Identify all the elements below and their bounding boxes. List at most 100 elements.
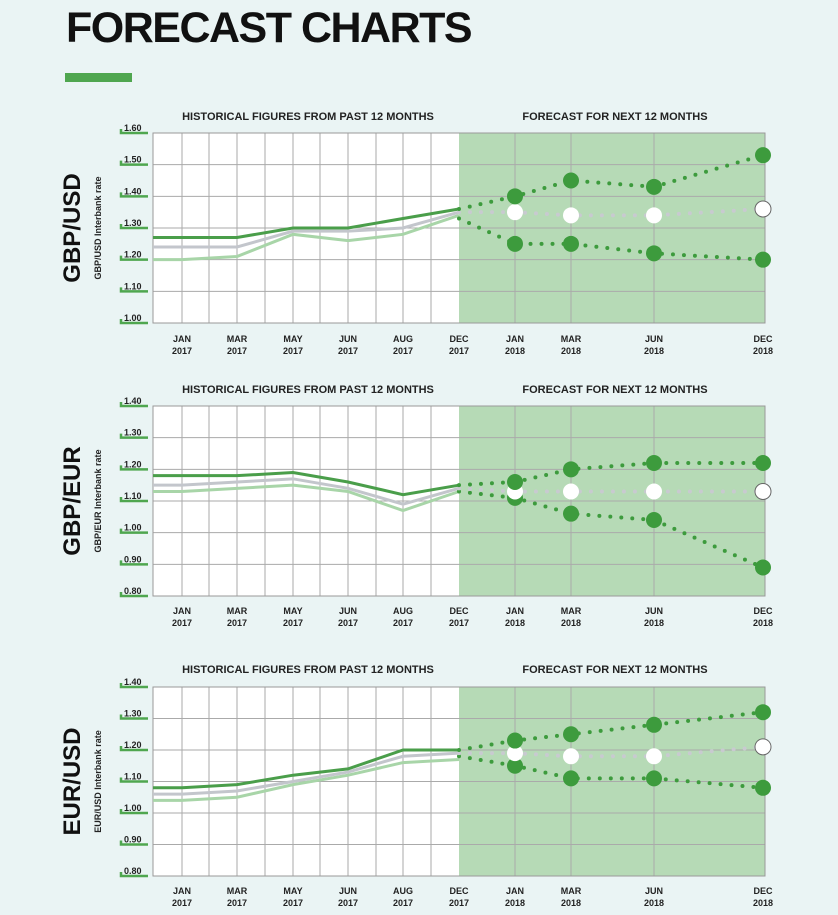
y-tick-mark <box>119 465 148 471</box>
x-tick-year: 2017 <box>338 618 358 628</box>
y-tick-label: 1.50 <box>124 155 142 165</box>
y-tick-mark <box>119 809 148 815</box>
x-tick-month: DEC <box>753 606 773 616</box>
y-tick-label: 0.80 <box>124 866 142 876</box>
forecast-point-mid <box>646 748 662 765</box>
x-tick-year: 2018 <box>505 618 525 628</box>
x-tick-month: JAN <box>173 606 191 616</box>
y-tick-mark <box>119 319 148 325</box>
x-tick-month: DEC <box>449 606 469 616</box>
pair-title: EUR/USD <box>59 727 86 835</box>
forecast-point-mid <box>507 745 523 762</box>
y-tick-label: 1.10 <box>124 772 142 782</box>
y-tick-label: 0.80 <box>124 586 142 596</box>
forecast-point-high <box>646 716 662 733</box>
forecast-point-high <box>507 188 523 205</box>
x-tick-year: 2018 <box>644 898 664 908</box>
pair-title: GBP/USD <box>59 173 86 282</box>
y-tick-mark <box>119 192 148 198</box>
forecast-dotted-line-mid <box>457 207 765 218</box>
x-tick-month: MAY <box>283 334 302 344</box>
y-tick-label: 0.90 <box>124 835 142 845</box>
forecast-point-low <box>563 235 579 252</box>
y-tick-mark <box>119 497 148 503</box>
chart-gbp-eur: 0.80 0.90 1.00 1.10 1.20 1.30 1.40 GBP/EUR GBP/E… <box>59 384 773 628</box>
historical-line-mid <box>153 751 460 796</box>
historical-line-low <box>153 213 460 262</box>
historical-header: HISTORICAL FIGURES FROM PAST 12 MONTHS <box>182 384 434 396</box>
forecast-point-high <box>563 172 579 189</box>
forecast-point-low <box>563 505 579 522</box>
forecast-point-mid <box>754 738 772 756</box>
forecast-point-low <box>646 245 662 262</box>
forecast-point-high <box>646 455 662 471</box>
x-tick-year: 2017 <box>449 618 469 628</box>
historical-header: HISTORICAL FIGURES FROM PAST 12 MONTHS <box>182 664 434 676</box>
x-tick-year: 2017 <box>449 346 469 356</box>
historical-line-low <box>153 757 460 802</box>
x-tick-year: 2017 <box>283 618 303 628</box>
title-accent-bar <box>65 73 132 82</box>
y-tick-label: 1.40 <box>124 186 142 196</box>
y-tick-label: 1.10 <box>124 281 142 291</box>
x-tick-month: MAR <box>561 886 582 896</box>
y-tick-label: 0.90 <box>124 554 142 564</box>
forecast-point-high <box>646 178 662 195</box>
historical-line-high <box>153 207 460 239</box>
x-tick-month: JAN <box>173 886 191 896</box>
page-title: FORECAST CHARTS <box>66 4 473 52</box>
x-tick-month: MAR <box>227 886 248 896</box>
forecast-point-high <box>507 732 523 749</box>
x-tick-year: 2017 <box>172 618 192 628</box>
x-tick-month: MAY <box>283 886 302 896</box>
y-tick-label: 1.40 <box>124 677 142 687</box>
forecast-header: FORECAST FOR NEXT 12 MONTHS <box>522 384 707 396</box>
y-tick-mark <box>119 224 148 230</box>
x-tick-month: MAR <box>561 606 582 616</box>
forecast-point-low <box>507 235 523 252</box>
x-tick-year: 2018 <box>505 346 525 356</box>
y-tick-mark <box>119 528 148 534</box>
forecast-point-high <box>563 726 579 743</box>
x-tick-month: DEC <box>449 886 469 896</box>
y-axis-label: GBP/USD Interbank rate <box>93 176 103 279</box>
forecast-point-high <box>755 455 771 471</box>
y-axis-label: EUR/USD Interbank rate <box>93 730 103 833</box>
chart-eur-usd: 0.80 0.90 1.00 1.10 1.20 1.30 1.40 EUR/USD EUR/U… <box>59 664 773 908</box>
x-tick-month: MAR <box>227 606 248 616</box>
forecast-point-mid <box>507 204 523 221</box>
y-tick-mark <box>119 683 148 689</box>
y-tick-label: 1.10 <box>124 491 142 501</box>
x-tick-year: 2018 <box>644 346 664 356</box>
forecast-point-mid <box>754 483 772 500</box>
y-tick-mark <box>119 129 148 135</box>
y-tick-mark <box>119 714 148 720</box>
y-tick-mark <box>119 592 148 598</box>
y-tick-mark <box>119 255 148 261</box>
y-tick-label: 1.60 <box>124 123 142 133</box>
x-tick-month: AUG <box>393 334 413 344</box>
forecast-point-low <box>755 559 771 576</box>
y-tick-label: 1.20 <box>124 459 142 469</box>
x-tick-month: JUN <box>339 606 357 616</box>
forecast-point-mid <box>646 483 662 500</box>
x-tick-month: JAN <box>506 886 524 896</box>
y-tick-mark <box>119 287 148 293</box>
forecast-point-low <box>563 770 579 787</box>
x-tick-month: DEC <box>753 334 773 344</box>
forecast-point-low <box>646 770 662 787</box>
y-tick-mark <box>119 872 148 878</box>
x-tick-year: 2017 <box>449 898 469 908</box>
x-tick-year: 2018 <box>505 898 525 908</box>
x-tick-year: 2017 <box>393 346 413 356</box>
x-tick-year: 2017 <box>172 346 192 356</box>
x-tick-year: 2017 <box>338 898 358 908</box>
x-tick-year: 2018 <box>753 898 773 908</box>
forecast-point-low <box>755 779 771 796</box>
y-tick-label: 1.20 <box>124 740 142 750</box>
historical-line-mid <box>153 477 460 506</box>
forecast-dotted-line-mid <box>457 744 765 759</box>
forecast-point-high <box>563 461 579 478</box>
y-tick-mark <box>119 402 148 408</box>
